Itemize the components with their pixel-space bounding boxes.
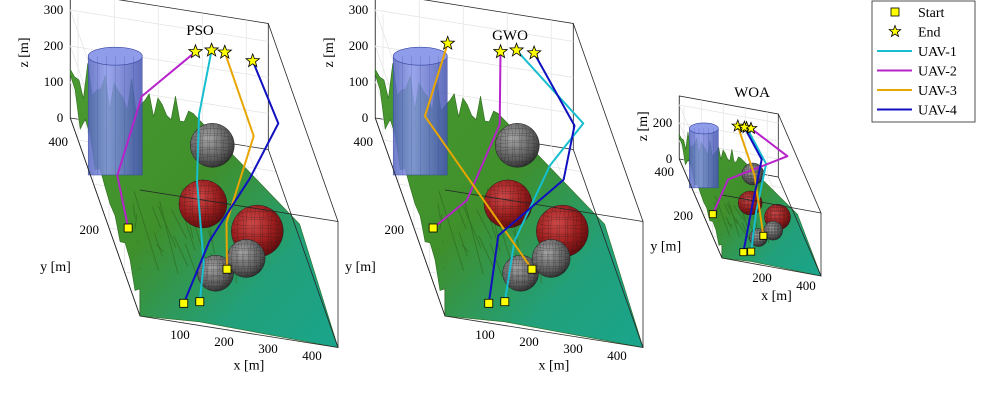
x-axis-label: x [m]: [761, 289, 792, 304]
legend-entry: End: [888, 24, 941, 41]
end-marker: [737, 120, 752, 134]
x-tick-label: 400: [607, 348, 627, 363]
end-marker: [492, 43, 509, 59]
path-uav-4: [742, 126, 763, 253]
legend-entry: UAV-2: [877, 65, 957, 80]
z-axis-label: z [m]: [322, 38, 337, 68]
x-tick-label: 300: [258, 341, 278, 356]
z-tick-label: 0: [362, 110, 369, 125]
start-marker: [747, 247, 756, 256]
z-tick-label: 300: [44, 2, 64, 17]
start-marker: [484, 298, 494, 308]
legend-label: UAV-3: [918, 84, 957, 99]
z-tick-label: 300: [349, 2, 369, 17]
z-axis-label: z [m]: [17, 38, 32, 68]
x-tick-label: 200: [214, 334, 234, 349]
start-marker: [428, 223, 438, 233]
start-marker: [708, 210, 717, 219]
start-marker: [739, 248, 748, 257]
y-tick-label: 400: [49, 134, 69, 149]
path-uav-3: [223, 51, 255, 270]
start-marker: [123, 223, 133, 233]
box-floor-edges: [678, 158, 822, 277]
y-axis-label: y [m]: [345, 260, 376, 275]
start-marker: [179, 298, 189, 308]
path-uav-2: [432, 51, 502, 229]
path-uav-1: [745, 127, 768, 252]
x-tick-label: 100: [475, 327, 495, 342]
legend-end-swatch: [888, 24, 902, 38]
start-marker: [527, 264, 537, 274]
x-axis-label: x [m]: [539, 358, 570, 373]
x-tick-label: 400: [302, 348, 322, 363]
panel-title: WOA: [734, 85, 770, 101]
path-uav-1: [196, 50, 213, 302]
start-marker: [500, 297, 510, 307]
y-tick-label: 400: [655, 164, 675, 179]
end-marker: [203, 42, 220, 57]
x-tick-label: 200: [519, 334, 539, 349]
panel-title: PSO: [186, 23, 214, 39]
z-axis-label: z [m]: [636, 111, 651, 141]
y-axis-label: y [m]: [650, 239, 681, 254]
legend-start-swatch: [890, 7, 900, 17]
legend-entry: UAV-4: [877, 104, 957, 119]
path-uav-4: [182, 60, 280, 304]
z-tick-label: 200: [349, 38, 369, 53]
z-tick-label: 200: [653, 115, 673, 130]
y-tick-label: 400: [354, 134, 374, 149]
obstacles: [87, 46, 284, 292]
legend-label: End: [918, 26, 941, 41]
y-tick-label: 200: [80, 222, 100, 237]
z-tick-label: 0: [666, 151, 673, 166]
end-marker: [244, 52, 261, 68]
end-marker: [217, 44, 233, 59]
z-tick-label: 200: [44, 38, 64, 53]
legend-box: [871, 0, 976, 123]
z-tick-label: 0: [57, 110, 64, 125]
start-marker: [759, 231, 768, 240]
y-axis-label: y [m]: [40, 260, 71, 275]
start-marker: [195, 297, 205, 307]
panel-title: GWO: [492, 28, 528, 44]
panel-gwo: 100 200 300 400 200 400 0 100 200 300 x [m] y [m] z …: [322, 0, 644, 373]
z-tick-label: 100: [44, 74, 64, 89]
box-floor-edges: [69, 117, 339, 349]
y-tick-label: 200: [385, 222, 405, 237]
end-marker: [526, 44, 542, 60]
x-tick-label: 400: [796, 278, 816, 293]
end-marker: [187, 43, 204, 59]
end-marker: [508, 42, 525, 57]
y-tick-label: 200: [674, 208, 694, 223]
panel-pso: 100 200 300 400 200 400 0 100 200 300 x [m] y [m] z …: [17, 0, 339, 373]
x-tick-label: 200: [752, 270, 772, 285]
path-uav-3: [423, 43, 533, 270]
path-uav-2: [711, 127, 789, 215]
path-uav-1: [503, 49, 585, 302]
x-tick-label: 100: [170, 327, 190, 342]
x-tick-label: 300: [563, 341, 583, 356]
legend-entry: UAV-3: [877, 84, 957, 99]
end-marker: [439, 35, 456, 51]
path-uav-3: [736, 125, 765, 236]
legend-entry: UAV-1: [877, 45, 957, 60]
z-tick-label: 100: [349, 74, 369, 89]
legend-entry: Start: [890, 6, 945, 21]
legend-label: UAV-4: [918, 104, 957, 119]
legend-label: UAV-2: [918, 65, 957, 80]
legend-label: UAV-1: [918, 45, 957, 60]
end-marker: [730, 118, 745, 132]
x-axis-label: x [m]: [234, 358, 265, 373]
start-marker: [222, 264, 232, 274]
box-floor-edges: [374, 117, 644, 349]
path-uav-2: [116, 51, 197, 229]
legend: Start End UAV-1 UAV-2 UAV-3 UAV-4: [871, 0, 976, 123]
path-uav-4: [487, 52, 576, 304]
legend-label: Start: [918, 6, 945, 21]
